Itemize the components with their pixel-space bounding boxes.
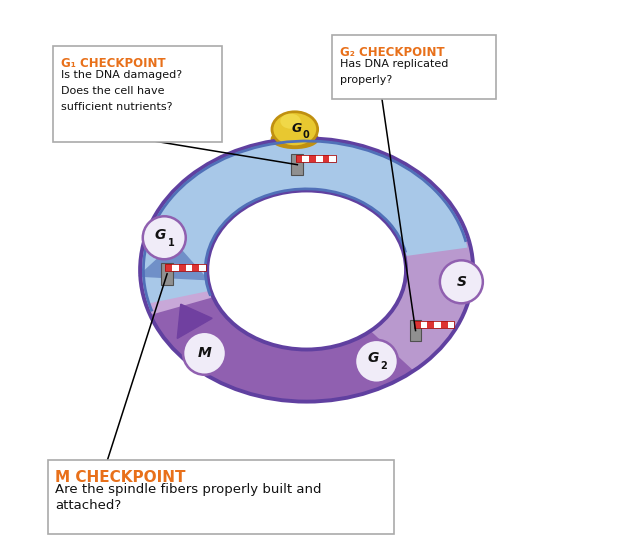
Text: Does the cell have: Does the cell have	[61, 86, 164, 96]
Bar	[192, 264, 199, 271]
Bar	[291, 154, 303, 176]
FancyBboxPatch shape	[333, 35, 495, 99]
Circle shape	[440, 260, 483, 303]
Ellipse shape	[271, 129, 319, 149]
Circle shape	[183, 332, 226, 375]
Text: G: G	[367, 351, 378, 365]
Bar	[427, 321, 434, 328]
Polygon shape	[333, 156, 473, 397]
Bar	[434, 321, 441, 328]
FancyBboxPatch shape	[53, 46, 222, 142]
Ellipse shape	[280, 113, 301, 129]
Bar	[165, 264, 206, 271]
Text: Are the spindle fibers properly built and: Are the spindle fibers properly built an…	[55, 483, 322, 496]
Bar	[172, 264, 179, 271]
Bar	[329, 155, 336, 162]
FancyBboxPatch shape	[47, 460, 394, 534]
Text: G: G	[155, 227, 166, 241]
Bar	[447, 321, 454, 328]
Bar	[296, 155, 303, 162]
Bar	[323, 155, 329, 162]
Bar	[185, 264, 192, 271]
Text: 0: 0	[302, 130, 309, 140]
Bar	[303, 155, 309, 162]
Text: Is the DNA damaged?: Is the DNA damaged?	[61, 70, 182, 79]
Bar	[441, 321, 447, 328]
Text: 1: 1	[168, 238, 175, 248]
Text: properly?: properly?	[340, 75, 392, 85]
Text: sufficient nutrients?: sufficient nutrients?	[61, 102, 172, 112]
Bar	[316, 155, 323, 162]
Text: G: G	[292, 122, 302, 134]
Text: G₂ CHECKPOINT: G₂ CHECKPOINT	[340, 46, 444, 59]
Text: 2: 2	[381, 361, 388, 371]
Text: M: M	[198, 346, 212, 360]
Polygon shape	[140, 270, 473, 402]
Text: G₁ CHECKPOINT: G₁ CHECKPOINT	[61, 57, 165, 70]
Text: S: S	[456, 275, 466, 289]
Bar	[296, 155, 336, 162]
Bar	[414, 321, 421, 328]
Polygon shape	[177, 304, 212, 339]
Text: Has DNA replicated: Has DNA replicated	[340, 59, 448, 69]
Bar	[309, 155, 316, 162]
Polygon shape	[140, 138, 473, 270]
Text: attached?: attached?	[55, 500, 122, 512]
Bar	[414, 321, 454, 328]
Ellipse shape	[272, 112, 318, 147]
Polygon shape	[139, 243, 207, 280]
Polygon shape	[144, 141, 467, 303]
Bar	[409, 320, 421, 341]
Circle shape	[355, 340, 398, 383]
Bar	[421, 321, 427, 328]
Bar	[179, 264, 185, 271]
Polygon shape	[150, 297, 414, 402]
Bar	[165, 264, 172, 271]
Text: M CHECKPOINT: M CHECKPOINT	[55, 470, 186, 485]
Bar	[199, 264, 206, 271]
Bar	[161, 263, 173, 285]
Circle shape	[143, 217, 186, 259]
